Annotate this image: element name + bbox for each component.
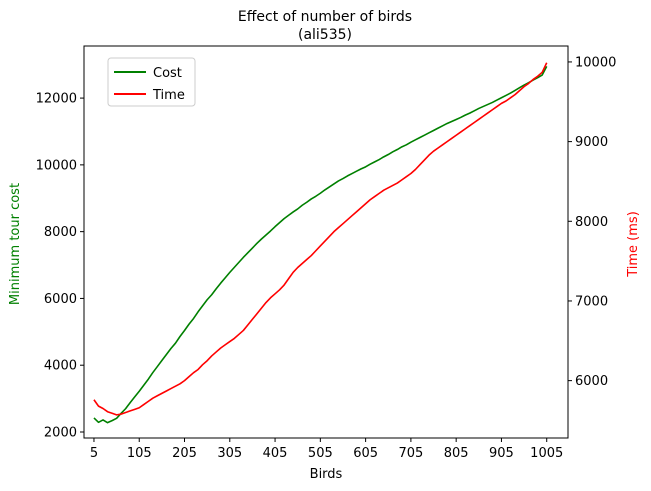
legend: Cost Time xyxy=(107,57,196,107)
y-left-tick-label: 4000 xyxy=(44,359,77,374)
series-line-cost xyxy=(93,65,548,424)
y-right-tick-label: 6000 xyxy=(575,374,608,389)
y-right-tick-label: 9000 xyxy=(575,135,608,150)
y-left-tick-label: 8000 xyxy=(44,225,77,240)
y-left-tick-label: 10000 xyxy=(36,158,77,173)
y-left-tick-label: 2000 xyxy=(44,425,77,440)
x-tick-label: 205 xyxy=(172,446,197,461)
x-axis-label: Birds xyxy=(310,467,343,482)
legend-time-label: Time xyxy=(152,88,185,103)
x-tick-label: 1005 xyxy=(530,446,563,461)
x-tick-label: 605 xyxy=(353,446,378,461)
x-tick-label: 305 xyxy=(217,446,242,461)
y-left-tick-label: 12000 xyxy=(36,92,77,107)
y-right-tick-label: 10000 xyxy=(575,55,616,70)
x-tick-label: 805 xyxy=(444,446,469,461)
y-left-tick-label: 6000 xyxy=(44,292,77,307)
series-line-time xyxy=(93,62,548,416)
y-right-tick-label: 8000 xyxy=(575,215,608,230)
y-left-axis-label: Minimum tour cost xyxy=(8,183,23,305)
plot-frame xyxy=(83,45,569,439)
legend-cost-label: Cost xyxy=(153,66,182,81)
chart-subtitle: (ali535) xyxy=(298,27,352,43)
x-tick-label: 705 xyxy=(398,446,423,461)
x-tick-label: 905 xyxy=(489,446,514,461)
x-tick-label: 105 xyxy=(127,446,152,461)
y-right-axis-label: Time (ms) xyxy=(626,211,641,278)
y-right-tick-label: 7000 xyxy=(575,294,608,309)
chart-title: Effect of number of birds xyxy=(238,9,412,25)
x-tick-label: 505 xyxy=(308,446,333,461)
x-tick-label: 5 xyxy=(90,446,98,461)
x-tick-label: 405 xyxy=(263,446,288,461)
